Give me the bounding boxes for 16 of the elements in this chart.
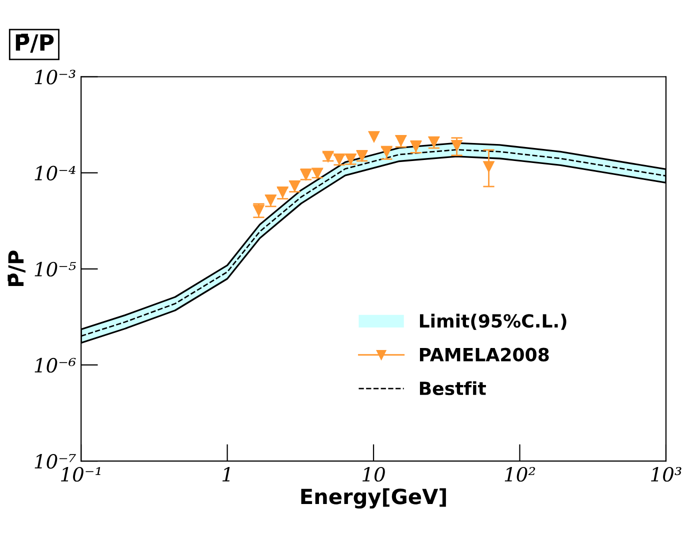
- y-tick-label: 10⁻³: [34, 70, 76, 84]
- x-tick-label: 10³: [651, 466, 682, 482]
- x-tick-label: 10⁻¹: [61, 466, 100, 482]
- x-axis-title: Energy[GeV]: [301, 488, 446, 509]
- y-tick-label: 10⁻⁴: [34, 166, 76, 180]
- x-tick-label: 10: [362, 466, 385, 482]
- y-tick-label: 10⁻⁶: [34, 358, 76, 373]
- x-tick-label: 10²: [504, 466, 536, 482]
- y-tick-label: 10⁻⁵: [34, 262, 76, 277]
- y-tick-label: 10⁻⁷: [34, 454, 76, 469]
- legend-label: Limit(95%C.L.): [420, 314, 566, 330]
- chart-title: P̄/P: [16, 34, 54, 53]
- legend-label: Bestfit: [420, 381, 486, 396]
- y-axis-title: P̄/P: [8, 250, 26, 286]
- x-tick-label: 1: [222, 466, 230, 482]
- legend-label: PAMELA2008: [420, 348, 549, 362]
